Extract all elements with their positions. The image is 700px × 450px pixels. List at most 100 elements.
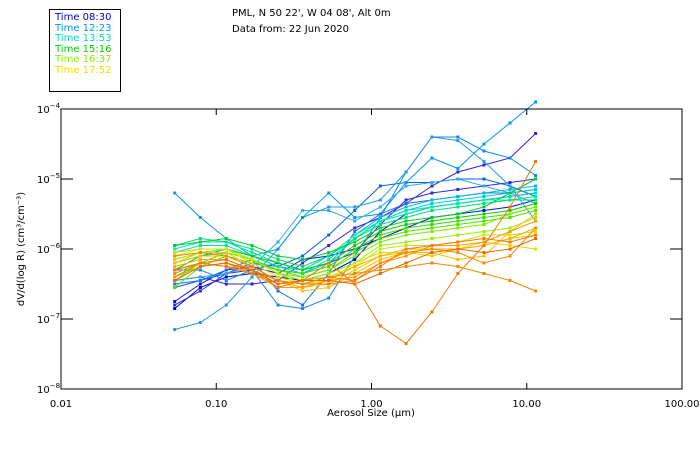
y-tick-label: 10−7: [37, 312, 60, 326]
data-point: [301, 272, 305, 275]
data-point: [301, 265, 305, 268]
data-point: [378, 324, 382, 328]
data-point: [276, 261, 280, 265]
data-point: [276, 240, 280, 244]
series-line: [174, 133, 536, 285]
data-point: [508, 184, 512, 188]
data-point: [430, 209, 434, 212]
data-point: [456, 240, 460, 244]
data-point: [404, 216, 408, 219]
data-point: [508, 188, 512, 191]
data-point: [198, 244, 202, 247]
data-point: [404, 181, 408, 184]
data-point: [224, 268, 228, 272]
data-point: [534, 198, 538, 202]
data-point: [224, 279, 228, 282]
data-point: [378, 205, 382, 209]
data-point: [534, 230, 538, 233]
data-point: [173, 286, 177, 289]
data-point: [327, 282, 331, 286]
data-point: [508, 240, 512, 244]
data-point: [250, 275, 254, 279]
data-point: [353, 258, 357, 261]
data-point: [482, 184, 486, 188]
data-point: [173, 268, 177, 272]
data-point: [456, 244, 460, 247]
data-point: [198, 258, 202, 261]
data-point: [508, 209, 512, 212]
data-point: [198, 279, 202, 282]
data-point: [224, 258, 228, 261]
data-point: [378, 247, 382, 251]
data-point: [534, 184, 538, 188]
data-point: [456, 170, 460, 174]
data-point: [353, 268, 357, 272]
series: [173, 251, 538, 293]
data-point: [404, 205, 408, 209]
data-point: [198, 237, 202, 240]
data-point: [224, 240, 228, 244]
data-point: [430, 244, 434, 247]
data-point: [508, 230, 512, 233]
series: [173, 177, 538, 261]
data-point: [378, 198, 382, 202]
data-point: [404, 251, 408, 254]
series: [173, 202, 538, 272]
data-point: [404, 342, 408, 345]
data-point: [353, 237, 357, 240]
data-point: [404, 223, 408, 226]
data-point: [404, 212, 408, 216]
data-point: [301, 268, 305, 272]
data-point: [378, 268, 382, 272]
data-point: [224, 244, 228, 247]
data-point: [250, 265, 254, 268]
data-point: [198, 254, 202, 258]
data-point: [534, 289, 538, 293]
data-point: [378, 219, 382, 223]
data-point: [534, 160, 538, 163]
data-point: [430, 191, 434, 195]
data-point: [173, 265, 177, 268]
data-point: [198, 240, 202, 244]
data-point: [482, 261, 486, 265]
data-point: [198, 321, 202, 324]
data-point: [534, 195, 538, 198]
x-tick-label: 100.00: [665, 399, 700, 410]
data-point: [327, 191, 331, 195]
data-point: [250, 251, 254, 254]
data-point: [508, 244, 512, 247]
data-point: [456, 247, 460, 251]
data-point: [276, 282, 280, 286]
data-point: [224, 261, 228, 265]
legend-item: Time 17:52: [55, 64, 112, 76]
data-point: [353, 265, 357, 268]
data-point: [430, 251, 434, 254]
data-point: [482, 195, 486, 198]
data-point: [534, 188, 538, 191]
data-point: [250, 247, 254, 251]
data-point: [404, 170, 408, 174]
data-point: [276, 279, 280, 282]
data-point: [250, 258, 254, 261]
data-point: [198, 216, 202, 219]
data-point: [482, 233, 486, 237]
legend-item: Time 13:53: [55, 33, 112, 44]
data-point: [173, 303, 177, 307]
data-point: [404, 265, 408, 268]
data-point: [482, 177, 486, 181]
data-point: [301, 275, 305, 279]
x-tick-label: 0.10: [205, 399, 227, 410]
data-point: [276, 254, 280, 258]
data-point: [508, 191, 512, 195]
data-point: [430, 219, 434, 223]
data-point: [456, 223, 460, 226]
data-point: [456, 219, 460, 223]
data-point: [301, 289, 305, 293]
data-point: [327, 258, 331, 261]
data-point: [404, 254, 408, 258]
data-point: [250, 254, 254, 258]
data-point: [456, 216, 460, 219]
data-point: [508, 216, 512, 219]
data-point: [430, 135, 434, 139]
data-point: [378, 251, 382, 254]
